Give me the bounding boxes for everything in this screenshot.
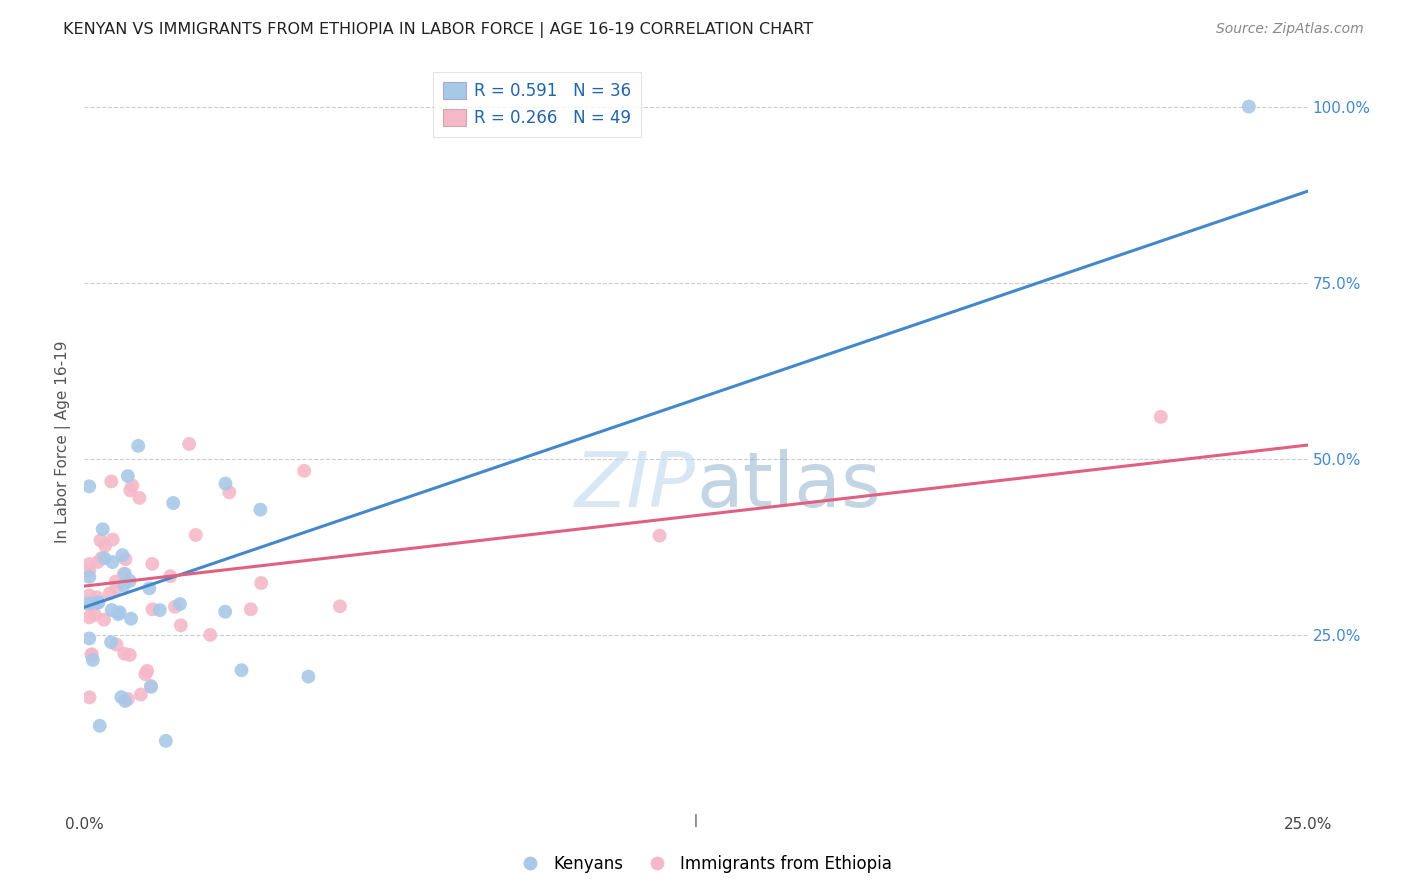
Point xyxy=(184,528,207,542)
Point xyxy=(648,529,671,543)
Point xyxy=(82,653,104,667)
Point xyxy=(79,690,101,705)
Point xyxy=(77,599,100,613)
Text: KENYAN VS IMMIGRANTS FROM ETHIOPIA IN LABOR FORCE | AGE 16-19 CORRELATION CHART: KENYAN VS IMMIGRANTS FROM ETHIOPIA IN LA… xyxy=(63,22,814,38)
Point xyxy=(159,569,181,583)
Point xyxy=(93,551,115,566)
Point xyxy=(112,578,135,592)
Point xyxy=(329,599,352,614)
Point xyxy=(297,670,319,684)
Point xyxy=(100,635,122,649)
Point xyxy=(90,551,112,566)
Point xyxy=(139,679,162,693)
Point xyxy=(91,522,114,536)
Point xyxy=(112,647,135,661)
Point xyxy=(128,491,150,505)
Point xyxy=(100,603,122,617)
Point xyxy=(83,607,105,622)
Point xyxy=(136,664,159,678)
Point xyxy=(138,582,160,596)
Point xyxy=(118,648,141,662)
Point xyxy=(114,552,136,566)
Point xyxy=(214,605,236,619)
Text: ZIP: ZIP xyxy=(575,449,696,523)
Point xyxy=(112,566,135,581)
Point xyxy=(86,591,108,605)
Point xyxy=(117,469,139,483)
Point xyxy=(111,548,134,562)
Point xyxy=(134,667,156,681)
Legend: Kenyans, Immigrants from Ethiopia: Kenyans, Immigrants from Ethiopia xyxy=(508,848,898,880)
Point xyxy=(118,574,141,588)
Y-axis label: In Labor Force | Age 16-19: In Labor Force | Age 16-19 xyxy=(55,340,72,543)
Point xyxy=(139,680,162,694)
Point xyxy=(117,692,139,706)
Point xyxy=(80,647,103,661)
Point xyxy=(179,437,201,451)
Point xyxy=(120,612,142,626)
Point xyxy=(121,478,143,492)
Text: Source: ZipAtlas.com: Source: ZipAtlas.com xyxy=(1216,22,1364,37)
Point xyxy=(114,567,136,582)
Point xyxy=(169,597,191,611)
Point xyxy=(77,570,100,584)
Point xyxy=(163,599,186,614)
Point xyxy=(101,555,124,569)
Point xyxy=(239,602,262,616)
Point xyxy=(170,618,193,632)
Point xyxy=(141,557,163,571)
Point xyxy=(218,485,240,500)
Point xyxy=(100,475,122,489)
Point xyxy=(105,581,128,595)
Point xyxy=(155,734,177,748)
Point xyxy=(120,483,142,498)
Point xyxy=(104,574,127,589)
Point xyxy=(87,595,110,609)
Point xyxy=(129,688,152,702)
Point xyxy=(77,557,100,571)
Point xyxy=(250,576,273,591)
Point xyxy=(141,602,163,616)
Point xyxy=(231,663,253,677)
Point xyxy=(93,613,115,627)
Point xyxy=(77,632,100,646)
Point xyxy=(79,564,101,578)
Point xyxy=(249,502,271,516)
Point xyxy=(292,464,315,478)
Point xyxy=(1150,409,1173,424)
Point xyxy=(89,719,111,733)
Point xyxy=(94,539,117,553)
Point xyxy=(162,496,184,510)
Point xyxy=(77,589,100,603)
Legend: R = 0.591   N = 36, R = 0.266   N = 49: R = 0.591 N = 36, R = 0.266 N = 49 xyxy=(433,72,641,137)
Point xyxy=(200,628,222,642)
Point xyxy=(114,694,136,708)
Point xyxy=(107,607,129,622)
Point xyxy=(101,533,124,547)
Point xyxy=(77,610,100,624)
Point xyxy=(149,603,172,617)
Text: atlas: atlas xyxy=(696,449,880,523)
Point xyxy=(77,596,100,610)
Point xyxy=(214,476,236,491)
Point xyxy=(105,638,128,652)
Point xyxy=(80,648,103,662)
Point xyxy=(1237,100,1260,114)
Point xyxy=(110,690,132,705)
Point xyxy=(108,605,131,619)
Point xyxy=(87,555,110,569)
Point xyxy=(89,533,111,548)
Point xyxy=(98,586,121,600)
Point xyxy=(83,597,105,611)
Point xyxy=(77,479,100,493)
Point xyxy=(127,439,149,453)
Point xyxy=(87,595,110,609)
